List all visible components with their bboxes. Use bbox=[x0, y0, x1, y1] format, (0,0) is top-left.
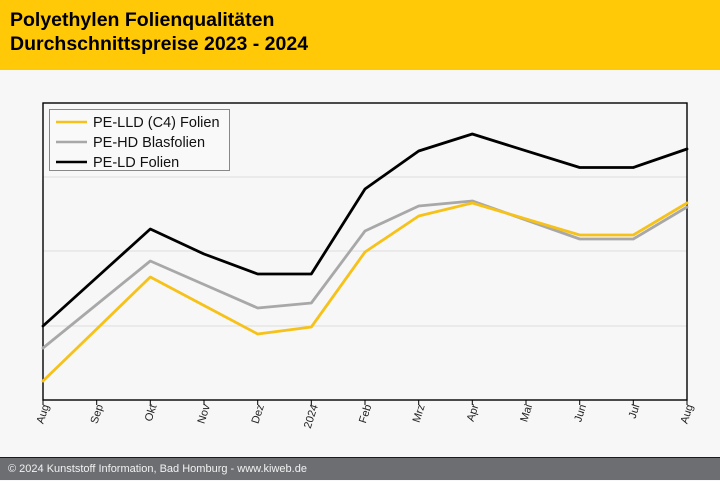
svg-text:PE-LLD (C4) Folien: PE-LLD (C4) Folien bbox=[93, 115, 220, 131]
svg-text:PE-HD Blasfolien: PE-HD Blasfolien bbox=[93, 135, 205, 151]
svg-text:PE-LD Folien: PE-LD Folien bbox=[93, 155, 179, 171]
